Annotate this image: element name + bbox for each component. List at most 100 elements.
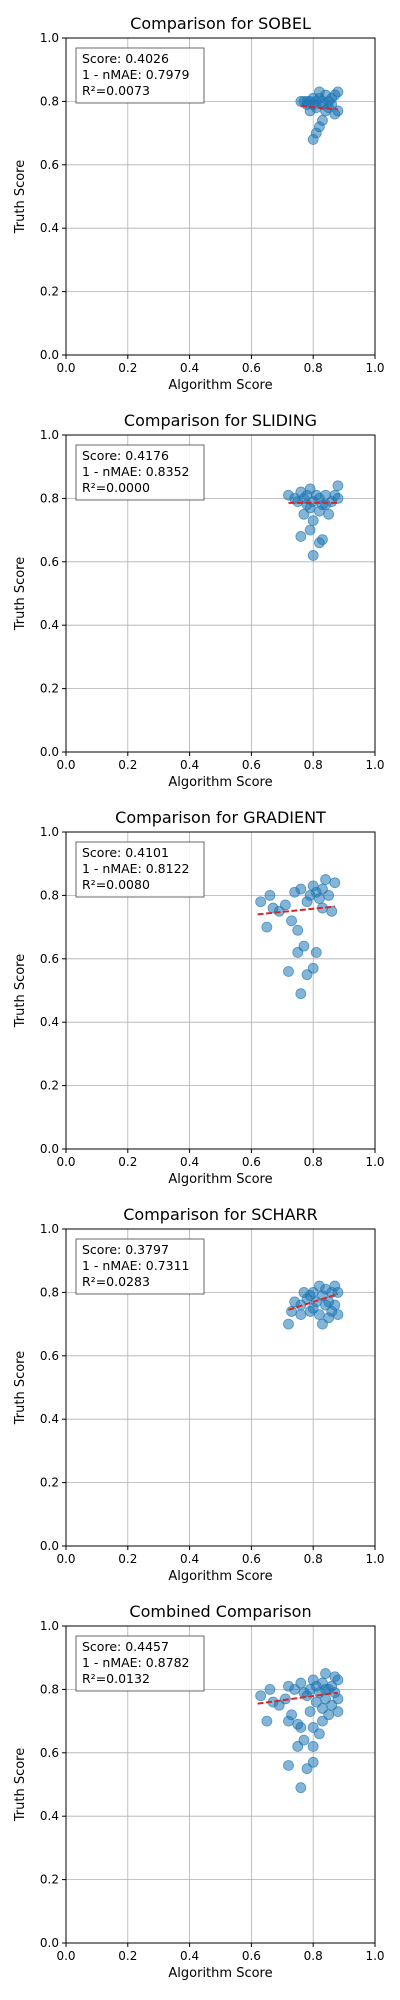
trend-line (288, 1293, 339, 1311)
y-tick-label: 0.6 (40, 1746, 59, 1760)
x-tick-label: 1.0 (365, 758, 384, 772)
data-point (295, 1782, 307, 1794)
x-tick-label: 1.0 (365, 361, 384, 375)
chart-title: Comparison for SCHARR (123, 1205, 318, 1224)
data-point (313, 537, 325, 549)
data-point (295, 1309, 307, 1320)
stats-text-line: Score: 0.4457 (82, 1639, 169, 1654)
data-point (283, 966, 294, 977)
y-tick-label: 1.0 (40, 825, 59, 839)
y-tick-label: 0.8 (40, 888, 59, 902)
x-axis-label: Algorithm Score (168, 1569, 272, 1584)
data-point (283, 1760, 294, 1771)
stats-text-line: R²=0.0080 (82, 877, 150, 892)
stats-text-line: Score: 0.4101 (82, 845, 169, 860)
data-point (307, 550, 319, 561)
y-tick-label: 0.0 (40, 1936, 59, 1950)
data-point (295, 1677, 307, 1689)
data-point (261, 1715, 273, 1727)
x-tick-label: 1.0 (365, 1552, 384, 1566)
stats-box (75, 444, 205, 501)
data-point (292, 924, 304, 936)
stats-box (75, 1238, 205, 1295)
trend-line (257, 1691, 339, 1705)
x-tick-label: 0.0 (56, 361, 75, 375)
data-point (329, 108, 341, 120)
data-point (320, 499, 331, 511)
data-point (313, 893, 325, 904)
chart-panel-5: Combined Comparison 0.0 0.2 0.4 0.6 0.8 1.0 0.0… (13, 1602, 385, 1981)
data-point (326, 1306, 338, 1317)
data-point (317, 115, 328, 126)
x-tick-label: 0.2 (118, 1155, 137, 1169)
x-tick-label: 0.2 (118, 361, 137, 375)
data-point (320, 1668, 331, 1679)
x-axis-label: Algorithm Score (168, 1172, 272, 1187)
stats-text-line: R²=0.0000 (82, 480, 150, 495)
axes-frame (65, 831, 376, 1150)
chart-title: Comparison for GRADIENT (115, 808, 326, 827)
stats-text-line: 1 - nMAE: 0.7979 (82, 67, 190, 82)
stats-text-line: R²=0.0283 (82, 1274, 150, 1289)
y-axis-label: Truth Score (13, 557, 28, 632)
x-tick-label: 0.4 (180, 1949, 199, 1963)
stats-text-line: Score: 0.4026 (82, 51, 169, 66)
chart-title: Combined Comparison (129, 1602, 311, 1621)
stats-text-line: 1 - nMAE: 0.8122 (82, 861, 190, 876)
y-tick-label: 0.6 (40, 1349, 59, 1363)
x-axis-label: Algorithm Score (168, 1966, 272, 1981)
x-tick-label: 0.4 (180, 1155, 199, 1169)
y-tick-label: 1.0 (40, 1222, 59, 1236)
data-point (332, 1706, 344, 1717)
y-tick-label: 0.0 (40, 745, 59, 759)
y-tick-label: 0.8 (40, 94, 59, 108)
stats-text-line: 1 - nMAE: 0.8782 (82, 1655, 190, 1670)
x-tick-label: 0.2 (118, 1552, 137, 1566)
data-point (326, 905, 338, 917)
data-point (332, 492, 344, 504)
data-point (304, 524, 316, 536)
x-tick-label: 0.6 (242, 1155, 261, 1169)
data-point (332, 1693, 344, 1705)
x-tick-label: 0.0 (56, 1155, 75, 1169)
x-tick-label: 0.2 (118, 758, 137, 772)
stats-box (75, 47, 205, 104)
data-point (255, 896, 267, 908)
data-point (298, 508, 310, 520)
axes-frame (65, 1625, 376, 1944)
x-tick-label: 0.0 (56, 1949, 75, 1963)
data-point (264, 890, 276, 901)
y-axis-label: Truth Score (13, 160, 28, 235)
data-point (323, 890, 335, 901)
x-tick-label: 0.4 (180, 361, 199, 375)
data-point (332, 480, 344, 492)
data-point (301, 96, 313, 107)
y-tick-label: 1.0 (40, 1619, 59, 1633)
x-tick-label: 0.8 (304, 758, 323, 772)
data-point (307, 1302, 319, 1314)
data-point (317, 1703, 328, 1714)
trend-line (300, 105, 339, 111)
stats-box (75, 841, 205, 898)
y-axis-label: Truth Score (13, 954, 28, 1029)
x-tick-label: 0.6 (242, 1949, 261, 1963)
y-tick-label: 0.0 (40, 348, 59, 362)
x-tick-label: 0.8 (304, 1552, 323, 1566)
x-tick-label: 0.6 (242, 758, 261, 772)
y-tick-label: 0.2 (40, 1476, 59, 1490)
y-tick-label: 0.4 (40, 221, 59, 235)
data-point (332, 1674, 344, 1686)
x-axis-label: Algorithm Score (168, 378, 272, 393)
data-point (261, 921, 273, 933)
data-point (283, 1318, 294, 1330)
data-point (307, 962, 319, 974)
data-point (307, 1722, 319, 1733)
data-point (298, 940, 310, 952)
data-point (310, 947, 322, 958)
y-tick-label: 0.4 (40, 1412, 59, 1426)
y-tick-label: 0.8 (40, 1682, 59, 1696)
chart-panel-3: Comparison for GRADIENT 0.0 0.2 0.4 0.6 0.8 1.… (13, 808, 385, 1187)
data-point (295, 531, 307, 542)
data-point (307, 1741, 319, 1752)
